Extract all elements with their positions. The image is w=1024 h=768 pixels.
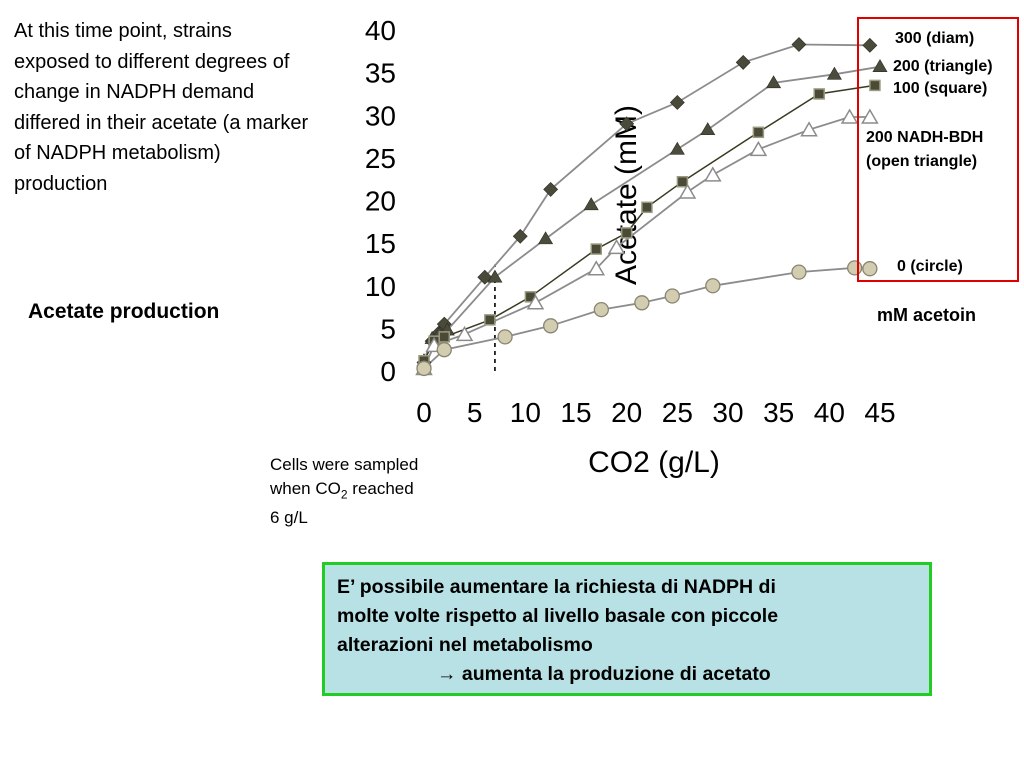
marker-triangle — [669, 141, 685, 155]
marker-square — [620, 227, 633, 239]
marker-open_triangle — [749, 140, 768, 157]
units-label: mM acetoin — [877, 305, 977, 325]
marker-diam — [477, 269, 493, 285]
marker-circle — [634, 295, 650, 311]
conclusion-line2: molte volte rispetto al livello basale c… — [337, 605, 779, 627]
sampling-note-prefix: when CO — [270, 479, 341, 498]
y-tick-label: 20 — [365, 186, 396, 217]
legend-open-triangle-2: (open triangle) — [866, 153, 978, 170]
marker-open_triangle — [840, 108, 859, 124]
legend-circle: 0 (circle) — [897, 258, 963, 275]
conclusion-box: E’ possibile aumentare la richiesta di N… — [322, 562, 932, 696]
sampling-note-line2: when CO2 reached — [270, 477, 418, 506]
marker-triangle — [487, 269, 503, 283]
marker-circle — [664, 288, 680, 304]
x-tick-label: 10 — [510, 397, 541, 428]
marker-circle — [497, 329, 513, 345]
sampling-note-subscript: 2 — [340, 487, 348, 502]
marker-square — [752, 126, 765, 139]
sampling-note-line3: 6 g/L — [270, 508, 308, 528]
x-tick-label: 0 — [416, 397, 432, 428]
marker-triangle — [872, 59, 888, 72]
marker-circle — [791, 264, 807, 280]
marker-open_triangle — [526, 294, 545, 310]
marker-square — [676, 175, 689, 188]
marker-square — [484, 314, 496, 326]
conclusion-line4: → aumenta la produzione di acetato — [337, 660, 917, 689]
conclusion-line1: E’ possibile aumentare la richiesta di N… — [337, 576, 776, 598]
series-markers — [415, 37, 888, 377]
marker-circle — [593, 301, 609, 318]
x-tick-label: 20 — [611, 397, 642, 428]
x-tick-label: 40 — [814, 397, 845, 428]
y-tick-labels: 0 5 10 15 20 25 30 35 40 — [365, 15, 396, 387]
marker-diam — [862, 37, 878, 53]
y-axis-label: Acetate (mM) — [610, 105, 643, 285]
marker-diam — [543, 181, 559, 197]
acetate-chart: Acetate (mM) 0 5 10 15 20 25 30 35 40 0 5 10 15 20 25… — [365, 15, 896, 479]
conclusion-line3: alterazioni nel metabolismo — [337, 634, 593, 656]
marker-square — [869, 79, 881, 92]
marker-open_triangle — [861, 108, 879, 124]
marker-open_triangle — [607, 238, 626, 255]
x-tick-labels: 0 5 10 15 20 25 30 35 40 45 — [416, 397, 895, 428]
marker-open_triangle — [587, 260, 606, 276]
legend-square: 100 (square) — [893, 80, 988, 97]
x-tick-label: 15 — [560, 397, 591, 428]
legend-triangle: 200 (triangle) — [893, 58, 993, 75]
x-tick-label: 25 — [662, 397, 693, 428]
marker-circle — [705, 278, 721, 294]
marker-triangle — [538, 231, 554, 245]
x-tick-label: 30 — [712, 397, 743, 428]
marker-triangle — [826, 66, 842, 80]
marker-diam — [512, 228, 528, 244]
sampling-note: Cells were sampled when CO2 reached 6 g/… — [270, 453, 418, 530]
marker-diam — [669, 95, 685, 110]
marker-square — [590, 243, 603, 255]
marker-open_triangle — [678, 183, 697, 199]
legend-diam: 300 (diam) — [895, 30, 975, 47]
x-tick-label: 35 — [763, 397, 794, 428]
marker-square — [813, 88, 825, 100]
marker-diam — [735, 54, 751, 70]
arrow-right-icon: → — [437, 663, 457, 685]
marker-circle — [436, 342, 452, 358]
marker-open_triangle — [800, 121, 818, 137]
sampling-note-suffix: reached — [347, 479, 414, 498]
x-tick-label: 5 — [467, 397, 483, 428]
marker-triangle — [766, 75, 782, 89]
x-axis-label: CO2 (g/L) — [588, 446, 720, 479]
conclusion-line4-text: aumenta la produzione di acetato — [461, 663, 771, 685]
intro-text: At this time point, strains exposed to d… — [14, 20, 309, 195]
y-tick-label: 0 — [380, 356, 396, 387]
y-tick-label: 15 — [365, 228, 396, 259]
marker-circle — [862, 261, 878, 277]
marker-open_triangle — [704, 166, 722, 182]
marker-circle — [416, 360, 432, 377]
marker-diam — [791, 37, 807, 52]
x-tick-label: 45 — [864, 397, 895, 428]
y-tick-label: 5 — [380, 313, 396, 344]
marker-triangle — [700, 122, 716, 136]
marker-square — [641, 201, 653, 214]
y-tick-label: 25 — [365, 143, 396, 174]
legend-open-triangle-1: 200 NADH-BDH — [866, 129, 984, 146]
marker-circle — [543, 318, 559, 334]
y-tick-label: 35 — [365, 58, 396, 89]
acetate-production-title: Acetate production — [28, 300, 220, 323]
y-tick-label: 40 — [365, 15, 396, 46]
marker-square — [438, 331, 451, 343]
marker-diam — [619, 116, 635, 132]
marker-open_triangle — [455, 325, 474, 342]
marker-triangle — [583, 197, 599, 211]
legend-box — [857, 17, 1019, 282]
sampling-note-line1: Cells were sampled — [270, 455, 419, 474]
y-tick-label: 30 — [365, 100, 396, 131]
y-tick-label: 10 — [365, 271, 396, 302]
series-line-open_triangle — [423, 116, 870, 369]
